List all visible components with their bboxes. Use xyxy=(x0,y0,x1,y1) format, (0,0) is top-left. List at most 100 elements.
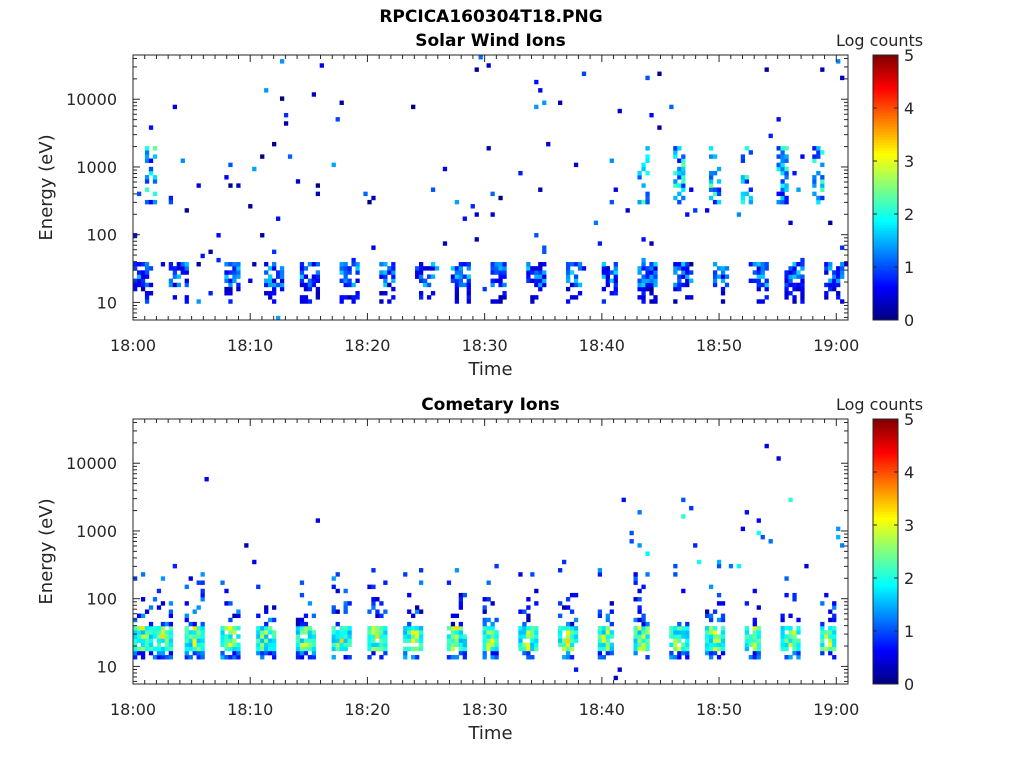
spectrogram-cell xyxy=(168,613,174,619)
spectrogram-cell xyxy=(446,655,452,660)
spectrogram-cell xyxy=(637,642,642,648)
spectrogram-cell xyxy=(522,626,527,631)
spectrogram-cell xyxy=(458,262,463,267)
spectrogram-cell xyxy=(140,650,146,656)
colorbar-segment xyxy=(873,466,898,470)
colorbar-segment xyxy=(873,437,898,441)
spectrogram-cell xyxy=(681,588,686,594)
spectrogram-cell xyxy=(311,638,317,643)
spectrogram-cell xyxy=(832,286,837,292)
spectrogram-cell xyxy=(236,262,241,267)
spectrogram-cell xyxy=(788,642,793,648)
spectrogram-cell xyxy=(744,146,749,151)
spectrogram-cell xyxy=(645,266,650,271)
spectrogram-cell xyxy=(136,262,142,267)
spectrogram-cell xyxy=(780,626,785,631)
spectrogram-cell xyxy=(430,187,436,192)
spectrogram-cell xyxy=(677,175,682,180)
spectrogram-cell xyxy=(236,650,241,656)
spectrogram-cell xyxy=(792,592,797,598)
spectrogram-cell xyxy=(712,282,718,288)
spectrogram-cell xyxy=(613,282,618,288)
spectrogram-cell xyxy=(224,626,229,631)
y-tick-label: 10000 xyxy=(66,90,117,109)
spectrogram-cell xyxy=(200,621,205,627)
spectrogram-cell xyxy=(716,592,722,598)
spectrogram-cell xyxy=(673,154,678,159)
spectrogram-cell xyxy=(792,299,797,304)
spectrogram-cell xyxy=(844,262,849,267)
spectrogram-cell xyxy=(228,646,233,652)
spectrogram-cell xyxy=(796,262,801,267)
colorbar-segment xyxy=(873,525,898,529)
spectrogram-cell xyxy=(601,266,606,271)
spectrogram-cell xyxy=(792,646,797,652)
spectrogram-cell xyxy=(836,270,841,275)
spectrogram-cell xyxy=(633,650,638,656)
spectrogram-cell xyxy=(184,638,189,643)
spectrogram-cell xyxy=(383,278,388,284)
x-tick-label: 19:00 xyxy=(813,336,859,355)
spectrogram-cell xyxy=(645,278,650,284)
spectrogram-cell xyxy=(299,270,305,275)
spectrogram-cell xyxy=(820,621,825,627)
spectrogram-cell xyxy=(601,626,606,631)
colorbar-segment xyxy=(873,108,898,112)
spectrogram-cell xyxy=(645,572,650,577)
spectrogram-cell xyxy=(673,266,678,271)
spectrogram-cell xyxy=(716,266,722,271)
spectrogram-cell xyxy=(486,630,491,635)
spectrogram-cell xyxy=(832,655,837,660)
spectrogram-cell xyxy=(534,588,539,594)
spectrogram-cell xyxy=(673,572,678,577)
colorbar-segment xyxy=(873,506,898,510)
colorbar-segment xyxy=(873,251,898,255)
spectrogram-cell xyxy=(685,270,690,275)
spectrogram-cell xyxy=(144,154,150,159)
spectrogram-cell xyxy=(228,655,233,660)
spectrogram-cell xyxy=(367,609,372,614)
colorbar-segment xyxy=(873,147,898,151)
spectrogram-cell xyxy=(490,655,495,660)
spectrogram-cell xyxy=(307,262,313,267)
spectrogram-cell xyxy=(708,170,714,176)
spectrogram-cell xyxy=(379,270,384,275)
colorbar-segment xyxy=(873,509,898,513)
spectrogram-cell xyxy=(498,278,503,284)
spectrogram-cell xyxy=(379,638,384,643)
spectrogram-cell xyxy=(411,626,416,631)
spectrogram-cell xyxy=(144,270,150,275)
spectrogram-cell xyxy=(744,630,749,635)
spectrogram-cell xyxy=(260,233,265,238)
spectrogram-cell xyxy=(184,613,189,619)
spectrogram-cell xyxy=(677,274,682,279)
colorbar-segment xyxy=(873,448,898,452)
spectrogram-cell xyxy=(653,278,658,284)
spectrogram-cell xyxy=(176,266,181,271)
spectrogram-cell xyxy=(311,262,317,267)
spectrogram-cell xyxy=(264,630,269,635)
spectrogram-cell xyxy=(673,642,678,648)
spectrogram-cell xyxy=(649,278,654,284)
spectrogram-cell xyxy=(708,146,714,151)
spectrogram-cell xyxy=(295,634,301,639)
spectrogram-cell xyxy=(160,601,166,606)
spectrogram-cell xyxy=(720,617,726,623)
spectrogram-cell xyxy=(343,634,348,639)
spectrogram-cell xyxy=(633,638,638,643)
spectrogram-cell xyxy=(573,278,579,284)
spectrogram-cell xyxy=(160,655,166,660)
spectrogram-cell xyxy=(708,642,714,648)
spectrogram-cell xyxy=(490,642,495,648)
spectrogram-cell xyxy=(792,286,797,292)
spectrogram-cell xyxy=(490,646,495,652)
colorbar-tick-label: 3 xyxy=(904,516,914,535)
spectrogram-cell xyxy=(192,621,197,627)
spectrogram-cell xyxy=(276,274,281,279)
spectrogram-cell xyxy=(653,282,658,288)
spectrogram-cell xyxy=(577,291,583,296)
spectrogram-cell xyxy=(133,630,138,635)
spectrogram-cell xyxy=(136,650,142,656)
spectrogram-cell xyxy=(740,191,746,197)
colorbar-segment xyxy=(873,479,898,483)
